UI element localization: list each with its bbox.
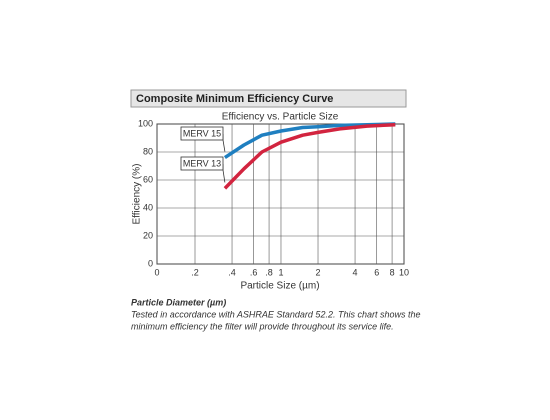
y-tick-label: 40 bbox=[143, 202, 153, 212]
chart-title: Efficiency vs. Particle Size bbox=[222, 112, 339, 123]
y-tick-label: 80 bbox=[143, 146, 153, 156]
y-tick-label: 0 bbox=[148, 258, 153, 268]
footer-heading: Particle Diameter (µm) bbox=[131, 297, 226, 307]
callout-box bbox=[180, 126, 224, 141]
plot: 0 20 40 60 80 100 0 .2 .4 .6 .8 1 2 4 6 8 10 MERV 15 MERV … bbox=[138, 118, 409, 277]
x-tick-label: 2 bbox=[316, 267, 321, 277]
x-tick-label: .4 bbox=[228, 267, 236, 277]
x-tick-label: 1 bbox=[278, 267, 283, 277]
footer-note: Tested in accordance with ASHRAE Standar… bbox=[131, 309, 421, 319]
series-line bbox=[223, 122, 396, 160]
y-tick-label: 100 bbox=[138, 118, 153, 128]
footer-note: minimum efficiency the filter will provi… bbox=[131, 321, 394, 331]
x-tick-label: .2 bbox=[191, 267, 199, 277]
x-tick-label: 4 bbox=[353, 267, 358, 277]
series-line bbox=[223, 122, 396, 190]
x-tick-label: 6 bbox=[374, 267, 379, 277]
x-tick-label: .8 bbox=[265, 267, 273, 277]
header-box bbox=[130, 89, 407, 108]
y-axis-label: Efficiency (%) bbox=[132, 164, 143, 225]
legend-label: MERV 15 bbox=[183, 128, 221, 138]
legend-label: MERV 13 bbox=[183, 158, 221, 168]
plot-frame bbox=[156, 123, 405, 265]
header-title: Composite Minimum Efficiency Curve bbox=[136, 93, 333, 105]
callout-box bbox=[180, 156, 224, 171]
x-tick-label: .6 bbox=[250, 267, 258, 277]
x-tick-label: 0 bbox=[154, 267, 159, 277]
y-tick-label: 60 bbox=[143, 174, 153, 184]
x-tick-label: 10 bbox=[399, 267, 409, 277]
x-axis-label: Particle Size (µm) bbox=[240, 281, 319, 292]
y-tick-label: 20 bbox=[143, 230, 153, 240]
x-tick-label: 8 bbox=[390, 267, 395, 277]
